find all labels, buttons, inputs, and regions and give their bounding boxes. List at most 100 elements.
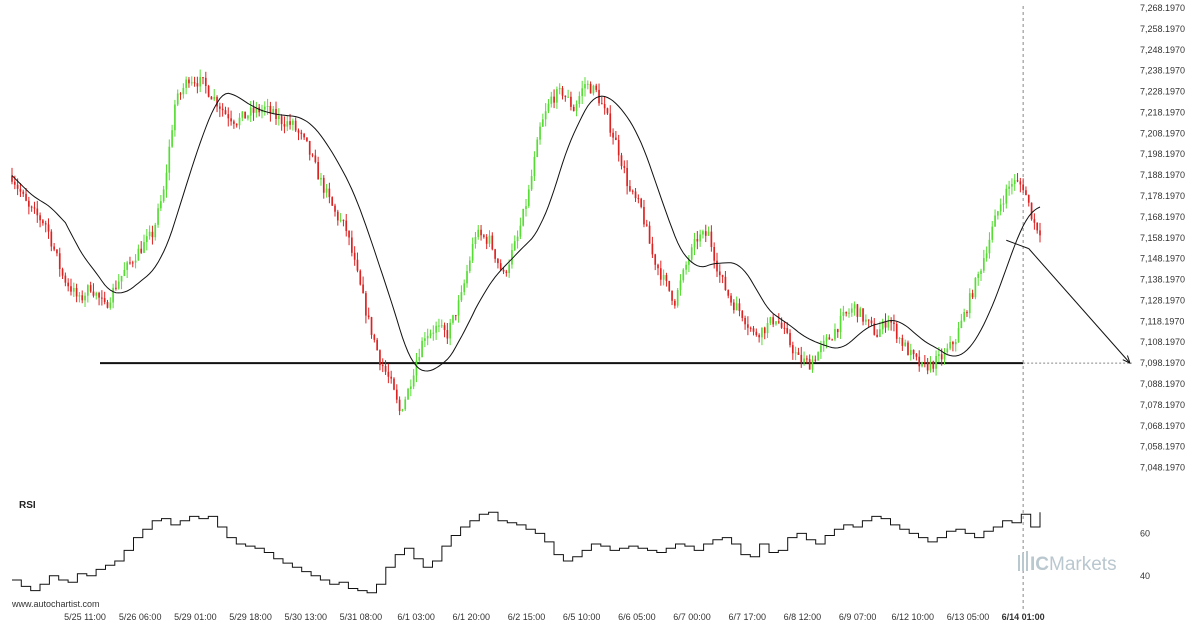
candle-body xyxy=(398,399,401,412)
candle-body xyxy=(379,350,381,366)
candle-body xyxy=(662,275,665,280)
price-tick-label: 7,158.1970 xyxy=(1140,233,1185,243)
price-tick-label: 7,108.1970 xyxy=(1140,337,1185,347)
candle-body xyxy=(98,292,100,298)
candle-body xyxy=(775,321,777,325)
candle-body xyxy=(516,236,519,242)
candle-body xyxy=(924,362,926,364)
candle-body xyxy=(982,258,985,271)
candle-body xyxy=(997,211,999,216)
candle-body xyxy=(117,281,120,289)
candle-body xyxy=(547,103,550,112)
price-tick-label: 7,168.1970 xyxy=(1140,212,1185,222)
candle-body xyxy=(699,234,701,242)
candle-body xyxy=(831,339,833,341)
candle-body xyxy=(47,224,50,232)
projection-arrow xyxy=(1006,239,1131,365)
candle-body xyxy=(50,231,53,247)
candle-body xyxy=(86,285,89,296)
candle-body xyxy=(249,107,252,116)
candle-body xyxy=(488,235,491,244)
candle-body xyxy=(893,322,895,324)
candle-body xyxy=(890,320,892,323)
candle-body xyxy=(435,325,437,333)
candle-body xyxy=(511,250,513,265)
price-tick-label: 7,048.1970 xyxy=(1140,463,1185,473)
time-tick-label: 6/9 07:00 xyxy=(839,612,877,622)
candle-body xyxy=(115,287,117,289)
candle-body xyxy=(960,320,963,329)
candle-body xyxy=(693,239,696,248)
candle-body xyxy=(654,254,657,265)
candle-body xyxy=(432,332,435,334)
candle-body xyxy=(353,252,356,260)
candle-body xyxy=(946,348,949,353)
candle-body xyxy=(1033,219,1036,223)
candle-body xyxy=(938,354,940,356)
candle-body xyxy=(89,285,92,292)
time-tick-label: 5/29 18:00 xyxy=(229,612,272,622)
projection-arrowhead xyxy=(1122,355,1131,365)
candle-body xyxy=(365,293,367,316)
candle-body xyxy=(123,269,126,276)
candle-body xyxy=(454,315,457,317)
candle-body xyxy=(884,320,887,328)
candle-body xyxy=(963,312,966,321)
candle-body xyxy=(210,96,213,100)
candle-body xyxy=(390,376,393,379)
candle-body xyxy=(887,320,890,328)
candle-body xyxy=(1008,186,1010,189)
candle-body xyxy=(730,295,732,303)
candle-body xyxy=(513,241,516,251)
time-tick-label: 6/14 01:00 xyxy=(1002,612,1045,622)
candle-body xyxy=(438,325,440,327)
candle-body xyxy=(300,132,303,134)
candle-body xyxy=(221,108,224,111)
candle-body xyxy=(558,88,561,90)
candle-body xyxy=(477,229,480,238)
candle-body xyxy=(505,271,508,274)
time-tick-label: 5/31 08:00 xyxy=(340,612,383,622)
candle-body xyxy=(53,246,55,250)
candle-body xyxy=(269,105,272,114)
candle-body xyxy=(28,200,30,207)
time-tick-label: 6/12 10:00 xyxy=(892,612,935,622)
candle-body xyxy=(345,220,348,232)
candle-body xyxy=(791,345,794,354)
source-url: www.autochartist.com xyxy=(11,599,100,609)
candle-body xyxy=(92,291,95,296)
candle-body xyxy=(471,243,474,261)
candle-body xyxy=(193,82,196,84)
candle-body xyxy=(165,172,168,190)
candle-body xyxy=(1011,184,1013,187)
candle-body xyxy=(157,208,159,225)
candle-body xyxy=(527,189,530,207)
rsi-panel: RSI 60 40 xyxy=(12,500,1150,594)
candle-body xyxy=(452,315,454,323)
candle-body xyxy=(1039,230,1041,236)
price-tick-label: 7,118.1970 xyxy=(1140,316,1184,326)
candle-body xyxy=(564,95,567,97)
candle-body xyxy=(671,290,673,301)
candle-body xyxy=(536,139,539,157)
candle-body xyxy=(179,93,182,95)
candle-body xyxy=(926,362,929,371)
candle-body xyxy=(581,88,584,97)
candle-body xyxy=(188,79,190,84)
candle-body xyxy=(415,360,418,376)
candle-body xyxy=(322,177,325,193)
candle-body xyxy=(58,253,61,270)
candle-body xyxy=(676,290,679,306)
candle-body xyxy=(707,231,710,236)
candle-body xyxy=(853,304,856,309)
candle-body xyxy=(839,315,842,333)
candle-body xyxy=(862,308,864,322)
candle-body xyxy=(384,366,387,372)
candle-body xyxy=(626,167,628,187)
candle-body xyxy=(381,365,384,367)
candle-body xyxy=(303,133,305,138)
candle-body xyxy=(623,166,626,168)
candle-body xyxy=(207,86,210,97)
candle-body xyxy=(106,302,109,308)
candle-body xyxy=(370,317,373,335)
